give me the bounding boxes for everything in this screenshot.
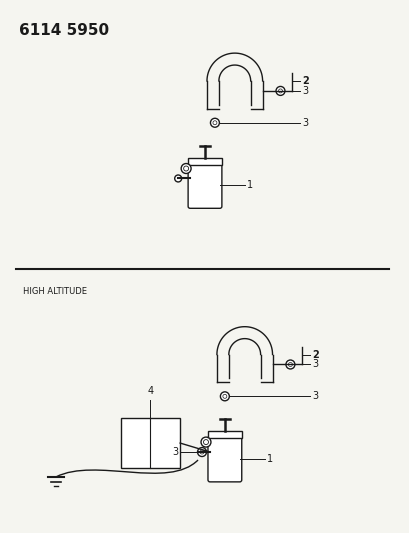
FancyBboxPatch shape (188, 163, 221, 208)
Circle shape (220, 392, 229, 401)
Circle shape (174, 175, 181, 182)
Bar (120, 418, 180, 468)
Circle shape (200, 450, 204, 454)
Circle shape (203, 440, 208, 445)
Circle shape (212, 121, 216, 125)
Circle shape (278, 89, 282, 93)
Circle shape (197, 448, 206, 456)
Circle shape (210, 118, 219, 127)
Text: 3: 3 (312, 391, 318, 401)
Text: 3: 3 (301, 86, 308, 96)
Text: 6114 5950: 6114 5950 (19, 23, 109, 38)
FancyBboxPatch shape (207, 436, 241, 482)
Text: 4: 4 (147, 386, 153, 397)
Circle shape (288, 362, 292, 367)
Text: 3: 3 (312, 359, 318, 369)
Circle shape (200, 437, 211, 447)
Circle shape (181, 164, 191, 173)
Circle shape (183, 166, 188, 171)
Bar (188, 158, 221, 165)
Text: 3: 3 (301, 118, 308, 128)
Circle shape (285, 360, 294, 369)
Text: 1: 1 (246, 181, 252, 190)
Text: 2: 2 (312, 350, 318, 360)
Text: 1: 1 (266, 454, 272, 464)
Text: HIGH ALTITUDE: HIGH ALTITUDE (23, 287, 87, 296)
Bar (207, 431, 241, 438)
Text: 2: 2 (301, 76, 308, 86)
Text: 3: 3 (172, 447, 178, 457)
Circle shape (275, 86, 284, 95)
Circle shape (222, 394, 226, 398)
